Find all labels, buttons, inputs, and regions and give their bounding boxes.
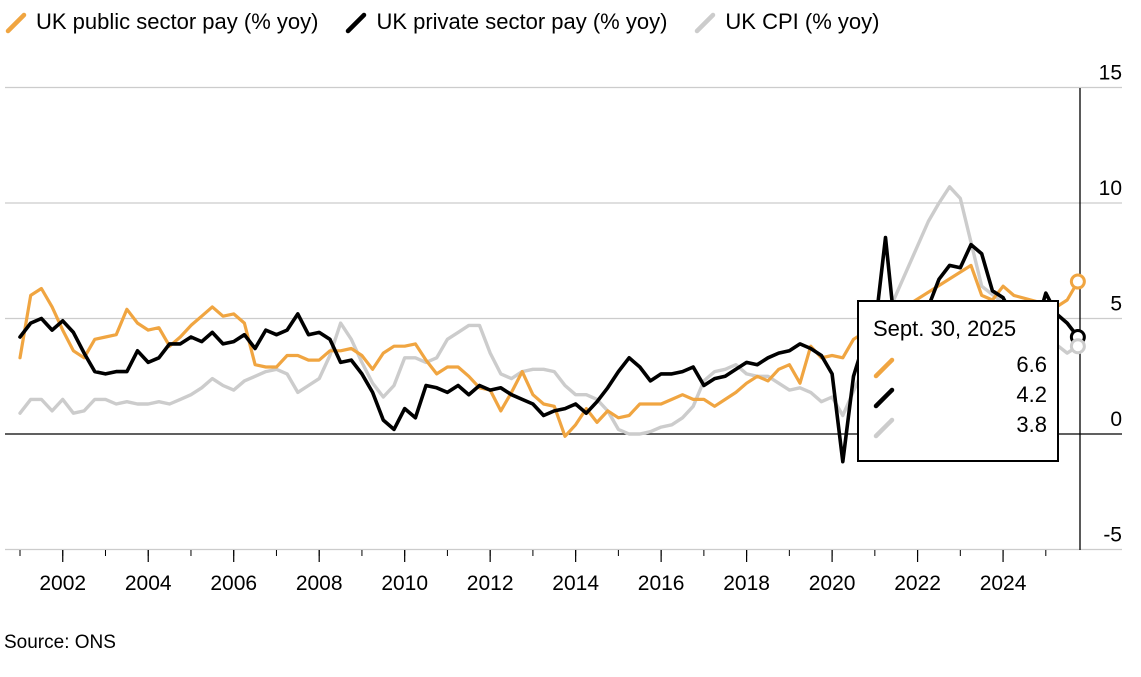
y-tick-label: 10: [1099, 177, 1122, 200]
legend-item-private[interactable]: UK private sector pay (% yoy): [344, 9, 667, 35]
end-marker-0: [1069, 273, 1086, 290]
tooltip-value-cpi: 3.8: [1016, 412, 1047, 437]
legend-label-private: UK private sector pay (% yoy): [376, 9, 668, 34]
series-line-2[interactable]: [18, 185, 1080, 436]
legend-swatch-public-icon: [5, 12, 27, 34]
chart-legend: UK public sector pay (% yoy) UK private …: [4, 4, 905, 40]
tooltip-public-icon: [873, 357, 895, 379]
legend-label-public: UK public sector pay (% yoy): [36, 9, 319, 34]
x-tick-label: 2006: [210, 572, 257, 595]
tooltip-cpi-icon: [873, 417, 895, 439]
x-tick-label: 2004: [125, 572, 172, 595]
y-tick-label: 5: [1110, 293, 1122, 316]
tooltip-value-public: 6.6: [1016, 352, 1047, 377]
x-tick-label: 2022: [894, 572, 941, 595]
x-tick-label: 2016: [638, 572, 685, 595]
legend-item-public[interactable]: UK public sector pay (% yoy): [4, 9, 318, 35]
tooltip-row-public: 6.6: [873, 352, 1047, 382]
end-marker-2: [1069, 338, 1086, 355]
hover-tooltip: Sept. 30, 2025 6.6 4.2 3.8: [857, 300, 1059, 462]
tooltip-row-private: 4.2: [873, 382, 1047, 412]
x-tick-label: 2012: [467, 572, 514, 595]
tooltip-value-private: 4.2: [1016, 382, 1047, 407]
x-tick-label: 2014: [552, 572, 599, 595]
x-tick-label: 2020: [809, 572, 856, 595]
axes: 15 10 5 0 -5 2002 2004 2006 2008 2010 2012 2014 2016…: [19, 62, 1122, 595]
source-note: Source: ONS: [4, 632, 116, 653]
y-tick-label: -5: [1103, 524, 1122, 547]
x-tick-label: 2018: [723, 572, 770, 595]
legend-label-cpi: UK CPI (% yoy): [725, 9, 880, 34]
tooltip-private-icon: [873, 387, 895, 409]
x-tick-label: 2008: [296, 572, 343, 595]
x-tick-label: 2024: [980, 572, 1027, 595]
x-tick-label: 2010: [381, 572, 428, 595]
end-markers: [1069, 273, 1086, 355]
legend-item-cpi[interactable]: UK CPI (% yoy): [693, 9, 879, 35]
y-tick-label: 0: [1110, 408, 1122, 431]
legend-swatch-cpi-icon: [695, 12, 716, 34]
y-tick-label: 15: [1099, 62, 1122, 85]
tooltip-date: Sept. 30, 2025: [873, 316, 1017, 341]
tooltip-row-cpi: 3.8: [873, 412, 1047, 442]
legend-swatch-private-icon: [346, 12, 367, 34]
x-tick-label: 2002: [39, 572, 86, 595]
